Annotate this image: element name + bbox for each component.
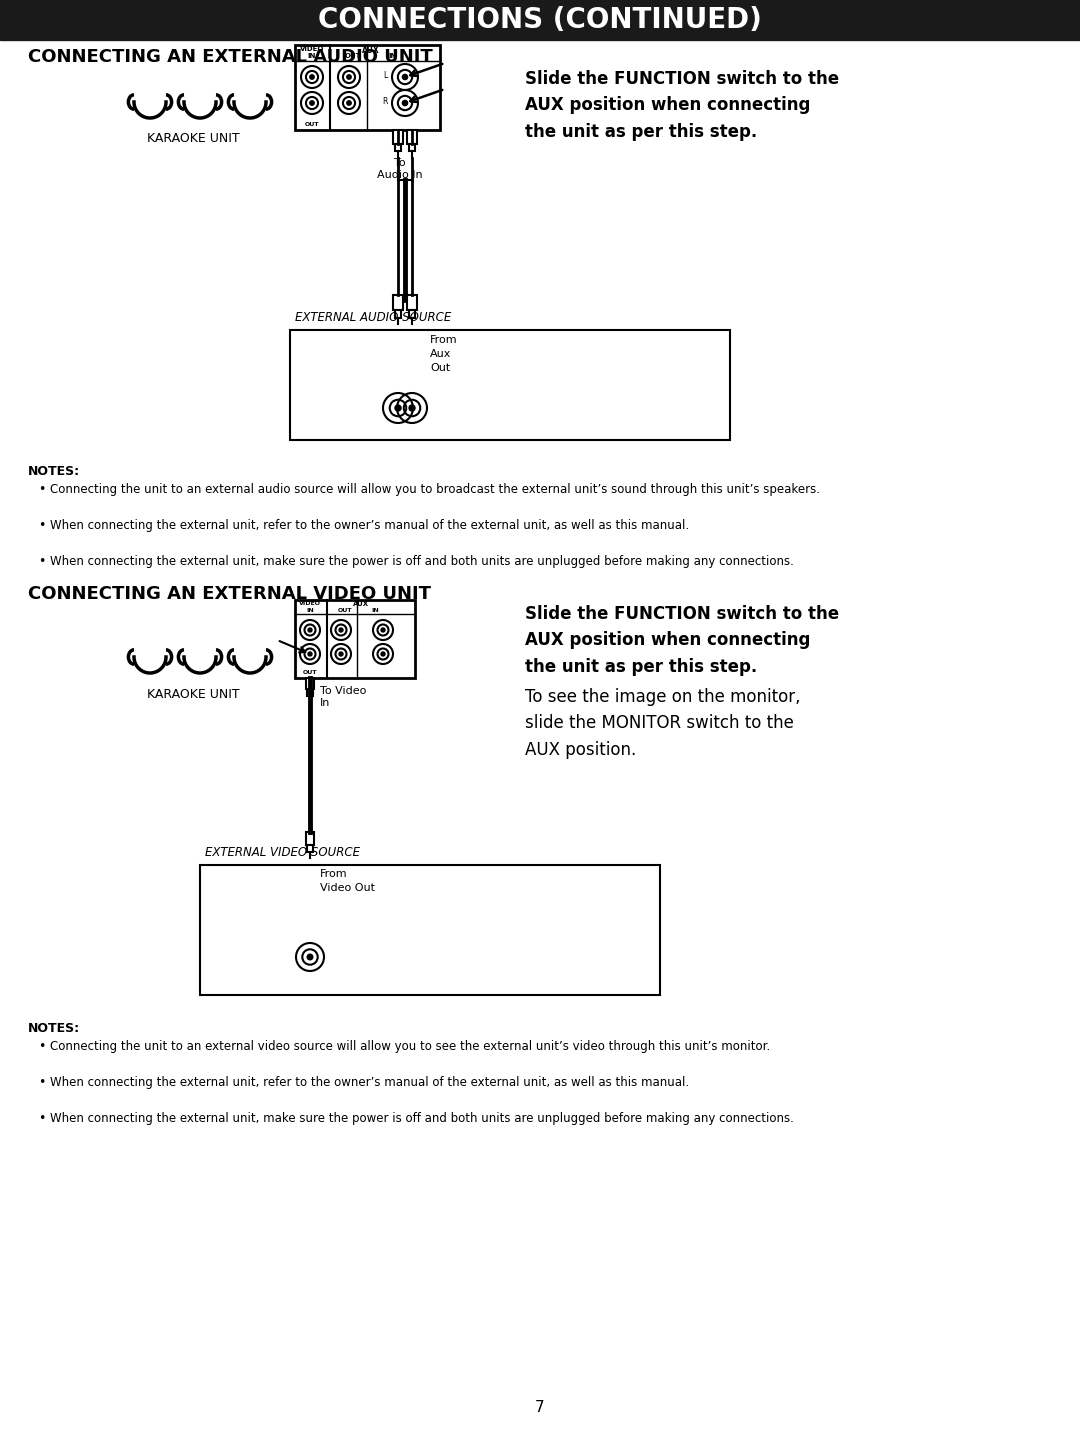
- Bar: [395, 310, 401, 318]
- Circle shape: [307, 955, 313, 960]
- Text: •: •: [38, 1076, 45, 1089]
- Circle shape: [339, 628, 343, 632]
- Text: From: From: [430, 336, 458, 346]
- Text: 7: 7: [536, 1400, 544, 1416]
- Bar: [393, 295, 403, 310]
- Text: EXTERNAL VIDEO SOURCE: EXTERNAL VIDEO SOURCE: [205, 847, 360, 860]
- Circle shape: [347, 101, 351, 105]
- Bar: [393, 130, 403, 144]
- Bar: [307, 845, 313, 852]
- Text: VIDEO: VIDEO: [300, 46, 324, 52]
- Text: •: •: [38, 1040, 45, 1053]
- Text: IN: IN: [308, 53, 316, 59]
- Text: Slide the FUNCTION switch to the
AUX position when connecting
the unit as per th: Slide the FUNCTION switch to the AUX pos…: [525, 605, 839, 675]
- Text: OUT: OUT: [302, 670, 318, 675]
- Bar: [0, 0, 1080, 40]
- Text: KARAOKE UNIT: KARAOKE UNIT: [147, 688, 240, 701]
- Text: EXTERNAL AUDIO SOURCE: EXTERNAL AUDIO SOURCE: [295, 311, 451, 324]
- Text: OUT: OUT: [338, 608, 352, 613]
- Text: KARAOKE UNIT: KARAOKE UNIT: [147, 132, 240, 145]
- Bar: [407, 295, 417, 310]
- Text: From: From: [320, 868, 348, 878]
- Circle shape: [347, 75, 351, 79]
- Text: IN: IN: [306, 608, 314, 613]
- Text: R: R: [382, 96, 388, 105]
- Text: When connecting the external unit, make sure the power is off and both units are: When connecting the external unit, make …: [50, 554, 794, 567]
- Circle shape: [395, 405, 401, 410]
- Bar: [409, 310, 415, 318]
- Bar: [306, 678, 314, 688]
- Text: •: •: [38, 518, 45, 531]
- Bar: [307, 688, 313, 696]
- Bar: [306, 832, 314, 845]
- Text: L: L: [383, 71, 387, 79]
- Bar: [295, 45, 440, 130]
- Text: Out: Out: [430, 363, 450, 373]
- Bar: [295, 600, 415, 678]
- Bar: [407, 130, 417, 144]
- Circle shape: [310, 101, 314, 105]
- Text: Video Out: Video Out: [320, 883, 375, 893]
- Text: When connecting the external unit, refer to the owner’s manual of the external u: When connecting the external unit, refer…: [50, 1076, 689, 1089]
- Circle shape: [409, 405, 415, 410]
- Circle shape: [308, 652, 312, 657]
- Bar: [200, 865, 660, 995]
- Text: To see the image on the monitor,
slide the MONITOR switch to the
AUX position.: To see the image on the monitor, slide t…: [525, 688, 800, 759]
- Text: Slide the FUNCTION switch to the
AUX position when connecting
the unit as per th: Slide the FUNCTION switch to the AUX pos…: [525, 71, 839, 141]
- Text: OUT: OUT: [305, 122, 320, 127]
- Text: IN: IN: [372, 608, 379, 613]
- Bar: [291, 330, 730, 441]
- Text: NOTES:: NOTES:: [28, 1022, 80, 1035]
- Text: •: •: [38, 482, 45, 495]
- Text: When connecting the external unit, make sure the power is off and both units are: When connecting the external unit, make …: [50, 1112, 794, 1125]
- Text: OUT: OUT: [345, 53, 362, 59]
- Text: CONNECTING AN EXTERNAL AUDIO UNIT: CONNECTING AN EXTERNAL AUDIO UNIT: [28, 48, 433, 66]
- Text: NOTES:: NOTES:: [28, 465, 80, 478]
- Text: IN: IN: [389, 53, 397, 59]
- Text: Connecting the unit to an external video source will allow you to see the extern: Connecting the unit to an external video…: [50, 1040, 770, 1053]
- Circle shape: [310, 75, 314, 79]
- Circle shape: [403, 101, 407, 105]
- Bar: [409, 144, 415, 151]
- Text: When connecting the external unit, refer to the owner’s manual of the external u: When connecting the external unit, refer…: [50, 518, 689, 531]
- Circle shape: [339, 652, 343, 657]
- Text: Connecting the unit to an external audio source will allow you to broadcast the : Connecting the unit to an external audio…: [50, 482, 820, 495]
- Text: VIDEO: VIDEO: [299, 600, 321, 606]
- Circle shape: [381, 628, 384, 632]
- Circle shape: [403, 75, 407, 79]
- Bar: [395, 144, 401, 151]
- Circle shape: [381, 652, 384, 657]
- Text: •: •: [38, 1112, 45, 1125]
- Text: To Video
In: To Video In: [320, 685, 366, 707]
- Text: CONNECTING AN EXTERNAL VIDEO UNIT: CONNECTING AN EXTERNAL VIDEO UNIT: [28, 585, 431, 603]
- Text: AUX: AUX: [362, 46, 380, 55]
- Text: Aux: Aux: [430, 348, 451, 359]
- Text: •: •: [38, 554, 45, 567]
- Text: AUX: AUX: [353, 600, 369, 608]
- Text: To
Audio In: To Audio In: [377, 158, 422, 180]
- Circle shape: [308, 628, 312, 632]
- Text: CONNECTIONS (CONTINUED): CONNECTIONS (CONTINUED): [319, 6, 761, 35]
